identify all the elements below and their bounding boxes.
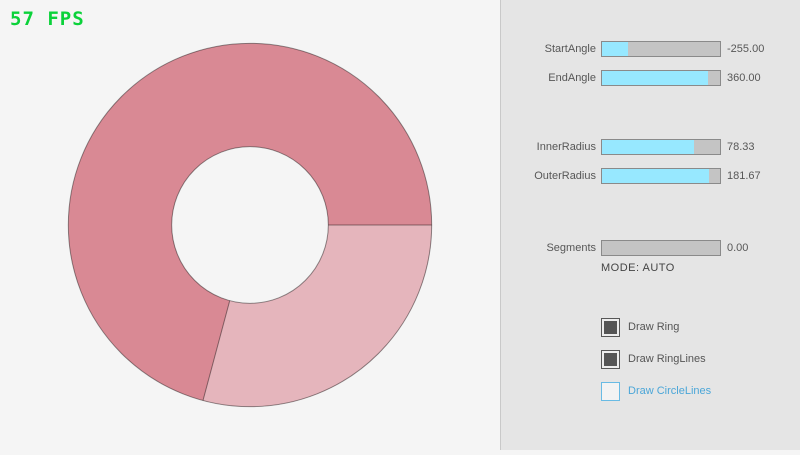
checkbox-draw-ring[interactable]: Draw Ring	[601, 318, 781, 338]
startangle-slider-fill	[602, 42, 628, 56]
checkbox-draw-circlelines[interactable]: Draw CircleLines	[601, 382, 781, 402]
control-panel: StartAngle -255.00 EndAngle 360.00 Inner…	[500, 0, 800, 450]
checkbox-draw-ringlines[interactable]: Draw RingLines	[601, 350, 781, 370]
draw-ring-label: Draw Ring	[628, 321, 680, 333]
endangle-slider[interactable]	[601, 70, 721, 86]
draw-circlelines-checkbox-box[interactable]	[601, 382, 620, 401]
innerradius-label: InnerRadius	[536, 141, 596, 153]
draw-ring-checkbox-box[interactable]	[601, 318, 620, 337]
startangle-value: -255.00	[727, 43, 765, 55]
ring-outer-outline	[67, 42, 433, 408]
innerradius-value: 78.33	[727, 141, 755, 153]
startangle-slider[interactable]	[601, 41, 721, 57]
slider-row-startangle: StartAngle -255.00	[501, 40, 800, 58]
innerradius-slider[interactable]	[601, 139, 721, 155]
outerradius-value: 181.67	[727, 170, 761, 182]
segments-label: Segments	[546, 242, 596, 254]
ring-inner-hole	[171, 146, 329, 304]
ring-radial-line-105deg	[202, 300, 231, 401]
slider-row-endangle: EndAngle 360.00	[501, 69, 800, 87]
ring-graphic	[67, 42, 433, 408]
startangle-label: StartAngle	[544, 43, 596, 55]
draw-circlelines-label: Draw CircleLines	[628, 385, 712, 397]
fps-counter: 57 FPS	[10, 8, 85, 30]
innerradius-slider-fill	[602, 140, 695, 154]
segments-slider[interactable]	[601, 240, 721, 256]
draw-ringlines-checkbox-box[interactable]	[601, 350, 620, 369]
mode-label: MODE: AUTO	[601, 262, 675, 274]
endangle-label: EndAngle	[548, 72, 596, 84]
segments-value: 0.00	[727, 242, 749, 254]
slider-row-segments: Segments 0.00	[501, 239, 800, 257]
outerradius-slider-fill	[602, 169, 710, 183]
outerradius-slider[interactable]	[601, 168, 721, 184]
ring-canvas	[67, 42, 433, 408]
ring-inner-outline	[171, 146, 329, 304]
slider-row-innerradius: InnerRadius 78.33	[501, 138, 800, 156]
slider-row-outerradius: OuterRadius 181.67	[501, 167, 800, 185]
endangle-slider-fill	[602, 71, 709, 85]
endangle-value: 360.00	[727, 72, 761, 84]
draw-ringlines-label: Draw RingLines	[628, 353, 706, 365]
outerradius-label: OuterRadius	[534, 170, 596, 182]
